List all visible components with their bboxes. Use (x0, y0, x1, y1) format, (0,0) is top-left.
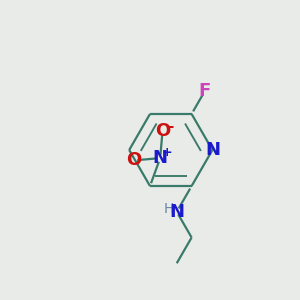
Text: F: F (199, 82, 211, 100)
Text: N: N (205, 141, 220, 159)
Text: -: - (167, 118, 173, 134)
Text: O: O (126, 152, 141, 169)
Text: +: + (161, 146, 172, 159)
Text: O: O (155, 122, 170, 140)
Text: H: H (163, 202, 174, 216)
Text: N: N (169, 203, 184, 221)
Text: N: N (153, 149, 168, 167)
